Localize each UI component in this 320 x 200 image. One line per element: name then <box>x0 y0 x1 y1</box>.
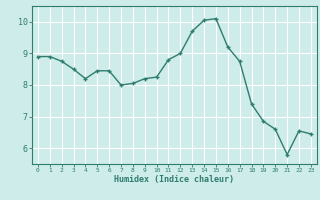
X-axis label: Humidex (Indice chaleur): Humidex (Indice chaleur) <box>115 175 234 184</box>
